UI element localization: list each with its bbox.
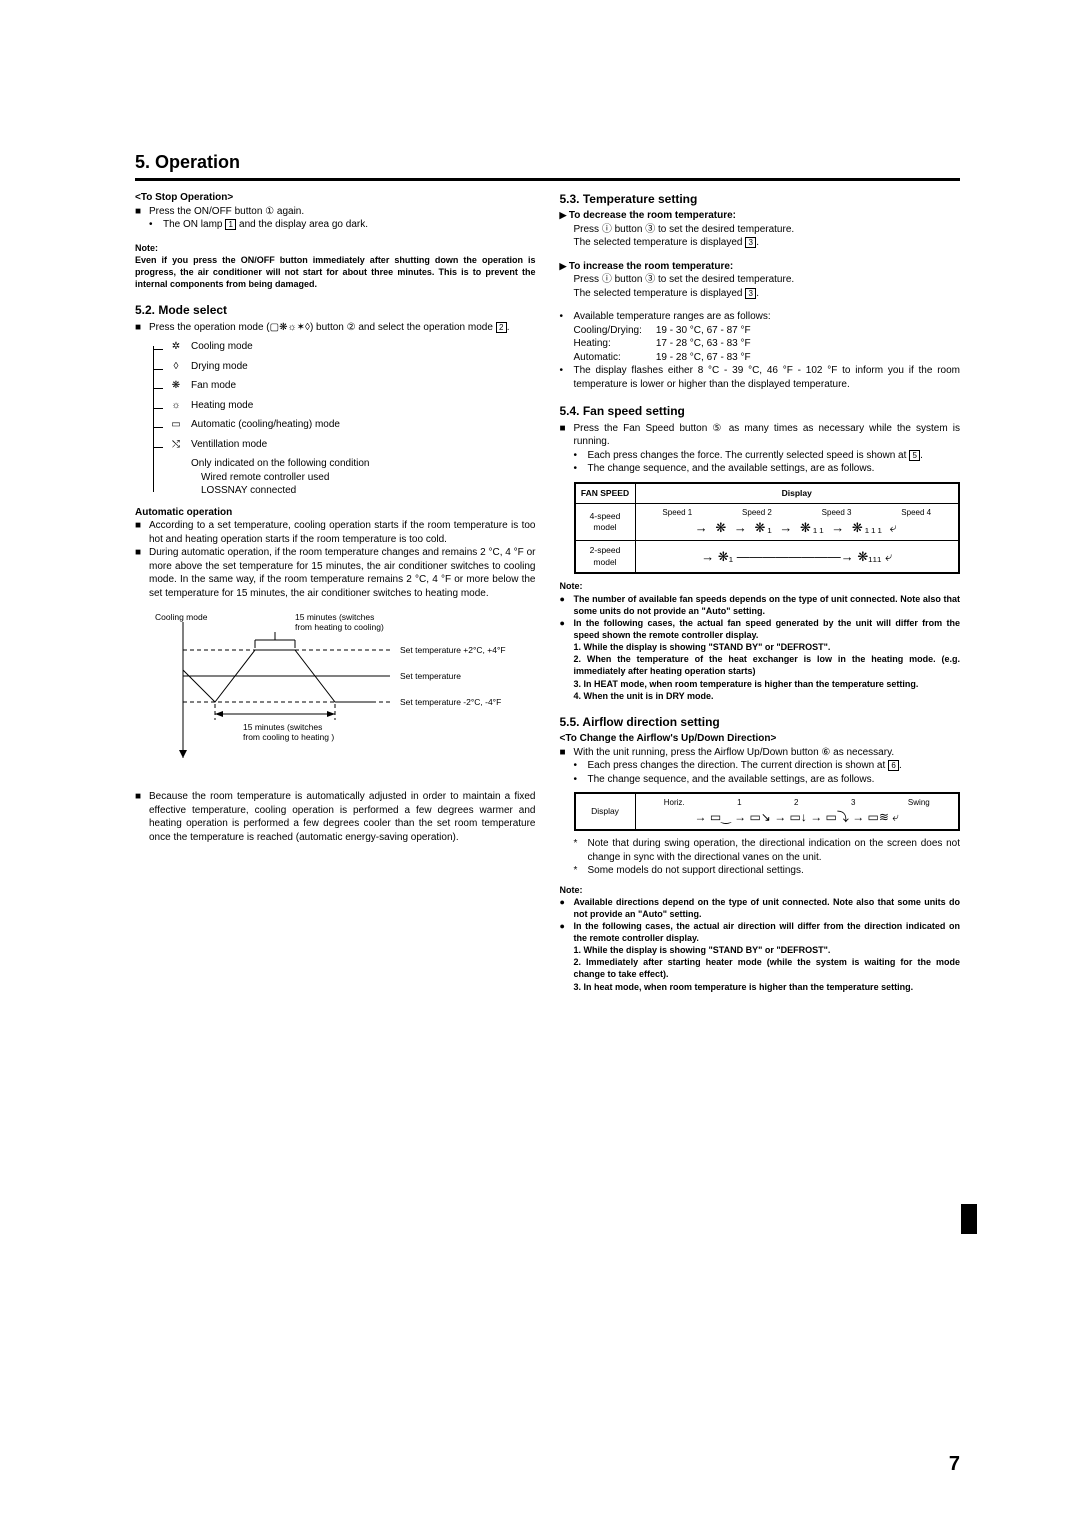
air-note-2: ●In the following cases, the actual air … (560, 920, 961, 944)
air-diagram: Horiz. 1 2 3 Swing → ▭‿ → ▭↘ → ▭↓ → ▭⤵ →… (635, 794, 959, 830)
range-row: Heating:17 - 28 °C, 63 - 83 °F (574, 337, 765, 351)
columns: <To Stop Operation> ■Press the ON/OFF bu… (135, 191, 960, 992)
s55-sub: <To Change the Airflow's Up/Down Directi… (560, 732, 961, 746)
range-row: Cooling/Drying:19 - 30 °C, 67 - 87 °F (574, 324, 765, 338)
air-note-1: ●Available directions depend on the type… (560, 896, 961, 920)
fan-h2: Display (635, 483, 959, 503)
fan-4speed-diagram: Speed 1 Speed 2 Speed 3 Speed 4 → ❋ → ❋₁… (635, 504, 959, 541)
inc-title: ▶ To increase the room temperature: (560, 260, 961, 274)
mode-heat: ☼Heating mode (167, 399, 536, 413)
dec-l2: The selected temperature is displayed 3. (560, 236, 961, 250)
s54-b1: •Each press changes the force. The curre… (560, 449, 961, 463)
box-3b: 3 (745, 288, 756, 299)
vent-sub: Only indicated on the following conditio… (167, 457, 536, 498)
flash-note: •The display flashes either 8 °C - 39 °C… (560, 364, 961, 391)
heat-icon: ☼ (167, 399, 185, 413)
mode-vent: ⤭Ventillation mode (167, 438, 536, 452)
note-text: Even if you press the ON/OFF button imme… (135, 254, 536, 290)
s55-l1: ■With the unit running, press the Airflo… (560, 746, 961, 760)
note-label: Note: (135, 242, 536, 254)
auto-p2: ■During automatic operation, if the room… (135, 546, 536, 600)
s55-star2: *Some models do not support directional … (560, 864, 961, 878)
sec-5-4: 5.4. Fan speed setting (560, 403, 961, 419)
sec-5-2: 5.2. Mode select (135, 302, 536, 318)
left-column: <To Stop Operation> ■Press the ON/OFF bu… (135, 191, 536, 992)
chart-switch-ch: 15 minutes (switches (243, 722, 322, 732)
box-5: 5 (909, 450, 920, 461)
fan-note-1: ●The number of available fan speeds depe… (560, 593, 961, 617)
fan-sub-2: 2. When the temperature of the heat exch… (560, 653, 961, 677)
fan-speed-table: FAN SPEED Display 4-speed model Speed 1 … (574, 482, 961, 575)
air-sub-3: 3. In heat mode, when room temperature i… (560, 981, 961, 993)
mode-fan: ❋Fan mode (167, 379, 536, 393)
stop-l1: ■Press the ON/OFF button ① again. (135, 205, 536, 219)
stop-l2: • The ON lamp 1 and the display area go … (135, 218, 536, 232)
auto-p3: ■Because the room temperature is automat… (135, 790, 536, 844)
inc-l1: Press ⓘ button ③ to set the desired temp… (560, 273, 961, 287)
chart-cooling-label: Cooling mode (155, 612, 208, 622)
chart-switch-hc: 15 minutes (switches (295, 612, 374, 622)
fan-2speed-diagram: → ❋₁ ————————→ ❋₁₁₁ ⤶ (635, 541, 959, 573)
fan-r1: 4-speed model (575, 504, 635, 541)
s55-star1: *Note that during swing operation, the d… (560, 837, 961, 864)
auto-op-title: Automatic operation (135, 506, 536, 520)
right-column: 5.3. Temperature setting ▶ To decrease t… (560, 191, 961, 992)
dec-title: ▶ To decrease the room temperature: (560, 209, 961, 223)
auto-p1: ■According to a set temperature, cooling… (135, 519, 536, 546)
chart-setminus: Set temperature -2°C, -4°F (400, 697, 501, 707)
inc-l2: The selected temperature is displayed 3. (560, 287, 961, 301)
airflow-table: Display Horiz. 1 2 3 Swing → ▭‿ → ▭↘ → ▭… (574, 792, 961, 831)
s55-b2: •The change sequence, and the available … (560, 773, 961, 787)
box-1: 1 (225, 219, 236, 230)
dry-icon: ◊ (167, 360, 185, 374)
fan-sub-4: 4. When the unit is in DRY mode. (560, 690, 961, 702)
auto-icon: ▭ (167, 418, 185, 432)
s52-l1: ■ Press the operation mode (▢❋☼✶◊) butto… (135, 321, 536, 335)
rule (135, 178, 960, 181)
edge-tab (961, 1204, 977, 1234)
box-6: 6 (888, 760, 899, 771)
chart-set: Set temperature (400, 671, 461, 681)
box-2: 2 (496, 322, 507, 333)
ranges-table: Cooling/Drying:19 - 30 °C, 67 - 87 °F He… (574, 324, 765, 365)
fan-note-2: ●In the following cases, the actual fan … (560, 617, 961, 641)
air-note-label: Note: (560, 884, 961, 896)
mode-cool: ✲Cooling mode (167, 340, 536, 354)
cool-icon: ✲ (167, 340, 185, 354)
fan-icon: ❋ (167, 379, 185, 393)
mode-list: ✲Cooling mode ◊Drying mode ❋Fan mode ☼He… (153, 340, 536, 498)
ranges-intro: •Available temperature ranges are as fol… (560, 310, 961, 324)
fan-sub-3: 3. In HEAT mode, when room temperature i… (560, 678, 961, 690)
s54-l1: ■Press the Fan Speed button ⑤ as many ti… (560, 422, 961, 449)
temp-chart-svg: .lbl { font: 8.5px Arial; } .thin { stro… (145, 610, 525, 780)
range-row: Automatic:19 - 28 °C, 67 - 83 °F (574, 351, 765, 365)
s55-b1: •Each press changes the direction. The c… (560, 759, 961, 773)
air-sub-2: 2. Immediately after starting heater mod… (560, 956, 961, 980)
sec-5-3: 5.3. Temperature setting (560, 191, 961, 207)
chart-setplus: Set temperature +2°C, +4°F (400, 645, 506, 655)
mode-auto: ▭Automatic (cooling/heating) mode (167, 418, 536, 432)
fan-h1: FAN SPEED (575, 483, 635, 503)
stop-title: <To Stop Operation> (135, 191, 536, 205)
svg-text:from heating to cooling): from heating to cooling) (295, 622, 384, 632)
chapter-title: 5. Operation (135, 150, 960, 174)
page-number: 7 (949, 1451, 960, 1478)
box-3: 3 (745, 237, 756, 248)
mode-dry: ◊Drying mode (167, 360, 536, 374)
fan-sub-1: 1. While the display is showing "STAND B… (560, 641, 961, 653)
dec-l1: Press ⓘ button ③ to set the desired temp… (560, 223, 961, 237)
fan-note-label: Note: (560, 580, 961, 592)
vent-icon: ⤭ (167, 438, 185, 452)
sec-5-5: 5.5. Airflow direction setting (560, 714, 961, 730)
temp-chart: .lbl { font: 8.5px Arial; } .thin { stro… (145, 610, 536, 780)
air-sub-1: 1. While the display is showing "STAND B… (560, 944, 961, 956)
s54-b2: •The change sequence, and the available … (560, 462, 961, 476)
air-disp: Display (575, 794, 635, 830)
fan-r2: 2-speed model (575, 541, 635, 573)
page: 5. Operation <To Stop Operation> ■Press … (0, 0, 1080, 1528)
svg-text:from cooling to heating ): from cooling to heating ) (243, 732, 334, 742)
